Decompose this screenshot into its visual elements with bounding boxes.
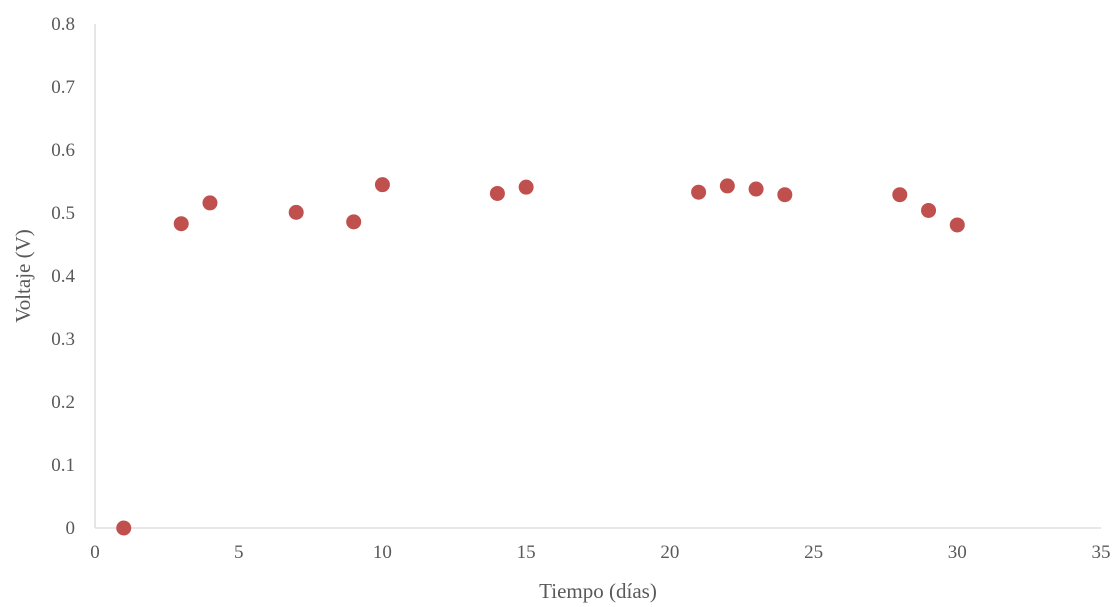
y-tick-label: 0.8 [51, 14, 75, 35]
data-point [202, 195, 218, 211]
y-tick-label: 0 [66, 518, 76, 539]
y-tick-label: 0.5 [51, 203, 75, 224]
y-tick-label: 0.1 [51, 455, 75, 476]
x-tick-labels: 0 5 10 15 20 25 30 35 [90, 542, 1110, 563]
data-point [518, 179, 534, 195]
data-point [892, 187, 908, 203]
data-point [691, 184, 707, 200]
data-point [346, 214, 362, 230]
y-tick-label: 0.4 [51, 266, 75, 287]
y-axis-title: Voltaje (V) [11, 229, 35, 323]
data-point [489, 185, 505, 201]
x-tick-label: 20 [660, 542, 679, 563]
data-point [777, 187, 793, 203]
x-tick-label: 10 [373, 542, 392, 563]
x-tick-label: 35 [1092, 542, 1111, 563]
y-tick-label: 0.2 [51, 392, 75, 413]
x-tick-label: 25 [804, 542, 823, 563]
data-point [116, 520, 132, 536]
y-tick-label: 0.7 [51, 77, 75, 98]
data-point [921, 202, 937, 218]
x-axis-title: Tiempo (días) [539, 579, 657, 603]
x-tick-label: 5 [234, 542, 244, 563]
y-tick-label: 0.6 [51, 140, 75, 161]
x-tick-label: 15 [517, 542, 536, 563]
x-tick-label: 30 [948, 542, 967, 563]
data-point [288, 204, 304, 220]
data-point [173, 216, 189, 232]
y-tick-label: 0.3 [51, 329, 75, 350]
data-point [949, 217, 965, 233]
y-tick-labels: 0 0.1 0.2 0.3 0.4 0.5 0.6 0.7 0.8 [51, 14, 75, 539]
data-points [116, 177, 965, 536]
data-point [719, 178, 735, 194]
x-tick-label: 0 [90, 542, 100, 563]
data-point [374, 177, 390, 193]
data-point [748, 181, 764, 197]
